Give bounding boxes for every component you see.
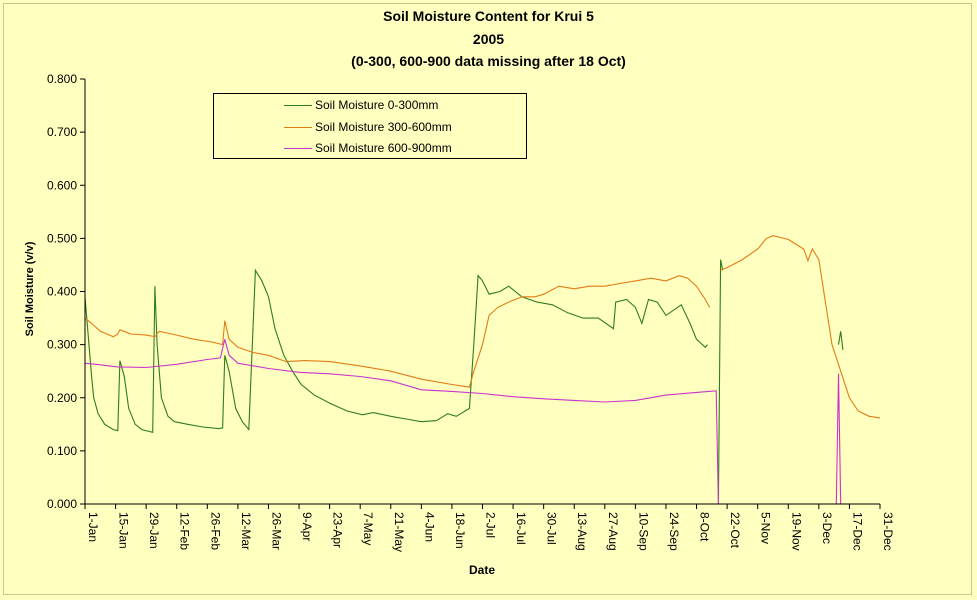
x-tick-label: 5-Nov bbox=[759, 512, 773, 544]
x-tick-label: 29-Jan bbox=[147, 512, 161, 549]
legend-item-0-300mm: Soil Moisture 0-300mm bbox=[214, 97, 438, 113]
y-tick-label: 0.200 bbox=[47, 391, 77, 405]
y-tick-label: 0.700 bbox=[47, 125, 77, 139]
legend-swatch-300-600mm bbox=[284, 126, 312, 128]
x-tick-label: 26-Mar bbox=[269, 512, 283, 550]
x-tick-label: 12-Mar bbox=[239, 512, 253, 550]
chart-legend: Soil Moisture 0-300mm Soil Moisture 300-… bbox=[213, 93, 527, 159]
y-tick-label: 0.800 bbox=[47, 72, 77, 86]
x-tick-label: 18-Jun bbox=[453, 512, 467, 549]
y-tick-label: 0.100 bbox=[47, 444, 77, 458]
x-tick-label: 13-Aug bbox=[575, 512, 589, 551]
x-tick-label: 26-Feb bbox=[208, 512, 222, 550]
chart-subtitle-year: 2005 bbox=[472, 31, 505, 47]
y-tick-label: 0.500 bbox=[47, 231, 77, 245]
x-tick-label: 24-Sep bbox=[667, 512, 681, 551]
x-tick-label: 12-Feb bbox=[178, 512, 192, 550]
x-tick-label: 8-Oct bbox=[698, 512, 712, 542]
x-tick-label: 4-Jun bbox=[422, 512, 436, 542]
y-tick-label: 0.300 bbox=[47, 338, 77, 352]
series-line-0 bbox=[84, 259, 844, 505]
legend-label-300-600mm: Soil Moisture 300-600mm bbox=[315, 120, 452, 134]
legend-label-0-300mm: Soil Moisture 0-300mm bbox=[315, 98, 439, 112]
axes-layer: 0.000 0.100 0.200 0.300 0.400 0.500 0.600 0.700… bbox=[47, 72, 895, 552]
x-tick-label: 16-Jul bbox=[514, 512, 528, 545]
x-tick-label: 30-Jul bbox=[545, 512, 559, 545]
x-tick-label: 17-Dec bbox=[850, 512, 864, 551]
x-tick-label: 3-Dec bbox=[820, 512, 834, 544]
legend-item-300-600mm: Soil Moisture 300-600mm bbox=[214, 119, 452, 135]
chart-area-frame bbox=[3, 3, 972, 595]
y-tick-label: 0.600 bbox=[47, 178, 77, 192]
series-layer bbox=[84, 235, 881, 505]
x-tick-label: 15-Jan bbox=[117, 512, 131, 549]
x-tick-label: 2-Jul bbox=[484, 512, 498, 538]
y-tick-label: 0.000 bbox=[47, 497, 77, 511]
x-tick-label: 7-May bbox=[361, 512, 375, 545]
series-line-2 bbox=[84, 339, 842, 505]
x-tick-label: 10-Sep bbox=[636, 512, 650, 551]
legend-swatch-600-900mm bbox=[284, 147, 312, 149]
x-tick-label: 31-Dec bbox=[881, 512, 895, 551]
legend-swatch-0-300mm bbox=[284, 104, 312, 106]
legend-label-600-900mm: Soil Moisture 600-900mm bbox=[315, 141, 452, 155]
y-axis-label: Soil Moisture (v/v) bbox=[24, 241, 36, 337]
x-tick-label: 22-Oct bbox=[728, 512, 742, 549]
x-tick-label: 23-Apr bbox=[331, 512, 345, 548]
x-axis-label: Date bbox=[468, 563, 496, 577]
legend-item-600-900mm: Soil Moisture 600-900mm bbox=[214, 140, 452, 156]
x-tick-label: 1-Jan bbox=[86, 512, 100, 542]
x-tick-label: 19-Nov bbox=[789, 512, 803, 551]
x-tick-label: 9-Apr bbox=[300, 512, 314, 541]
chart-title: Soil Moisture Content for Krui 5 bbox=[383, 8, 594, 24]
chart-subtitle-note: (0-300, 600-900 data missing after 18 Oc… bbox=[351, 53, 626, 69]
y-tick-label: 0.400 bbox=[47, 285, 77, 299]
x-tick-label: 21-May bbox=[392, 512, 406, 552]
series-line-1 bbox=[84, 235, 881, 419]
x-tick-label: 27-Aug bbox=[606, 512, 620, 551]
